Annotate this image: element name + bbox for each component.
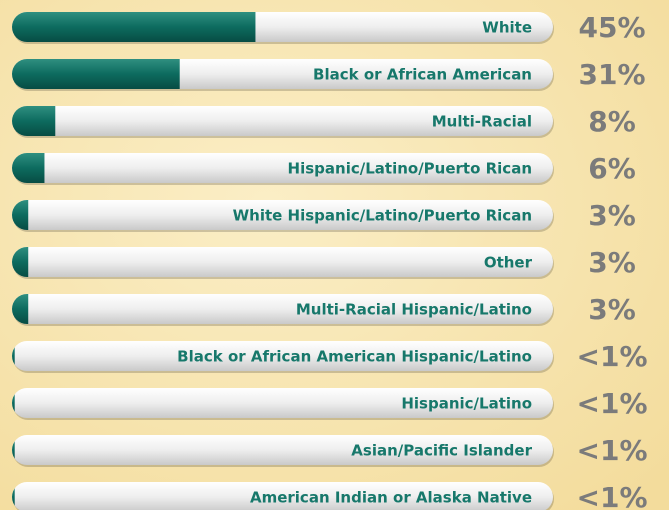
value-label: <1% (577, 340, 648, 373)
bar (12, 12, 256, 42)
bar (12, 388, 15, 418)
value-label: <1% (577, 434, 648, 467)
bar (12, 153, 45, 183)
bar-track (12, 482, 553, 510)
category-label: American Indian or Alaska Native (250, 489, 532, 507)
value-label: <1% (577, 387, 648, 420)
value-label: 3% (588, 199, 636, 232)
bar (12, 200, 29, 230)
value-label: 8% (588, 105, 636, 138)
category-label: Hispanic/Latino (401, 395, 532, 413)
bar (12, 435, 15, 465)
category-label: Black or African American Hispanic/Latin… (177, 348, 532, 366)
bar (12, 294, 29, 324)
value-label: <1% (577, 481, 648, 510)
value-label: 3% (588, 246, 636, 279)
category-label: Multi-Racial (432, 113, 532, 131)
category-label: Black or African American (313, 66, 532, 84)
value-label: 3% (588, 293, 636, 326)
category-label: White (482, 19, 532, 37)
bar-track (12, 200, 553, 230)
bar (12, 59, 180, 89)
bar-track (12, 106, 553, 136)
bar-track (12, 153, 553, 183)
value-label: 45% (578, 11, 645, 44)
bar (12, 482, 15, 510)
category-label: Asian/Pacific Islander (351, 442, 532, 460)
category-label: Hispanic/Latino/Puerto Rican (288, 160, 532, 178)
bar-track (12, 341, 553, 371)
bar (12, 106, 56, 136)
bar (12, 341, 15, 371)
bar-track (12, 294, 553, 324)
bar-track (12, 247, 553, 277)
bar-track (12, 388, 553, 418)
value-label: 31% (578, 58, 645, 91)
value-label: 6% (588, 152, 636, 185)
bar (12, 247, 29, 277)
category-label: Other (484, 254, 533, 272)
bar-track (12, 435, 553, 465)
category-label: Multi-Racial Hispanic/Latino (296, 301, 532, 319)
category-label: White Hispanic/Latino/Puerto Rican (233, 207, 532, 225)
